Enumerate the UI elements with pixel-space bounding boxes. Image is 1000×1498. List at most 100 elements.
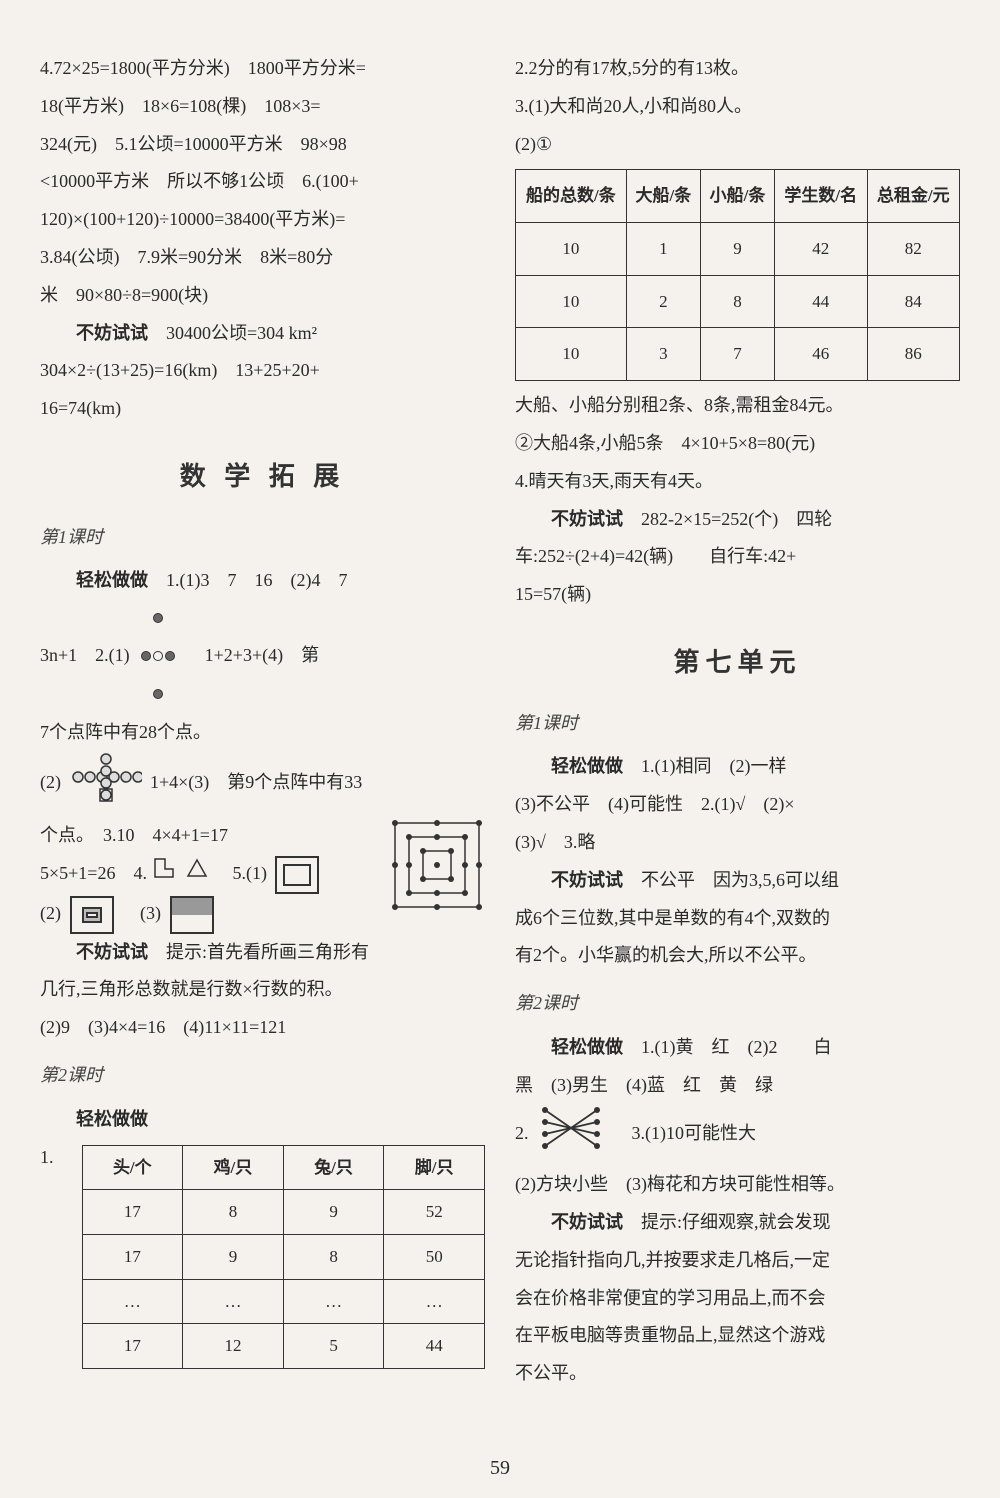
cell: 10 [516,328,627,381]
text-line: 4.72×25=1800(平方分米) 1800平方分米= [40,50,485,88]
text-line: 黑 (3)男生 (4)蓝 红 黄 绿 [515,1067,960,1105]
text-line: 不妨试试 30400公顷=304 km² [40,315,485,353]
text: 5×5+1=26 4. [40,863,147,883]
text-line: 4.晴天有3天,雨天有4天。 [515,463,960,501]
text-line: <10000平方米 所以不够1公顷 6.(100+ [40,163,485,201]
label-easy: 轻松做做 [551,756,623,776]
cell: 82 [867,223,960,276]
table-header: 头/个 [82,1145,183,1190]
left-column: 4.72×25=1800(平方分米) 1800平方分米= 18(平方米) 18×… [40,50,485,1393]
text: 282-2×15=252(个) 四轮 [623,509,832,529]
label-easy: 轻松做做 [76,570,148,590]
text: 1+2+3+(4) 第 [187,645,319,665]
cell: … [384,1279,485,1324]
text-line: 有2个。小华赢的机会大,所以不公平。 [515,937,960,975]
table-row: ………… [82,1279,485,1324]
cell: 17 [82,1234,183,1279]
table-header-row: 头/个 鸡/只 兔/只 脚/只 [82,1145,485,1190]
cross-pattern-icon [70,751,142,817]
text: (3) [122,903,161,923]
text: 提示:仔细观察,就会发现 [623,1212,831,1232]
table-row: 1712544 [82,1324,485,1369]
lesson-heading: 第2课时 [40,1057,485,1095]
cell: … [82,1279,183,1324]
section-title-unit7: 第七单元 [515,636,960,691]
text-line: 轻松做做 1.(1)相同 (2)一样 [515,748,960,786]
table-header: 总租金/元 [867,170,960,223]
text-line: 2.2分的有17枚,5分的有13枚。 [515,50,960,88]
text-line: 不妨试试 提示:仔细观察,就会发现 [515,1204,960,1242]
square-ring-icon [275,856,319,894]
text-line: 轻松做做 1.(1)3 7 16 (2)4 7 [40,562,485,600]
cell: 7 [700,328,774,381]
cell: 9 [700,223,774,276]
cell: 52 [384,1190,485,1235]
table-header: 大船/条 [626,170,700,223]
text-line: ②大船4条,小船5条 4×10+5×8=80(元) [515,425,960,463]
lesson-heading: 第1课时 [515,705,960,743]
text-line: 2. 3.(1)10可能性大 [515,1104,960,1166]
table-row: 10194282 [516,223,960,276]
table-header: 小船/条 [700,170,774,223]
text-line: 120)×(100+120)÷10000=38400(平方米)= [40,201,485,239]
table-header-row: 船的总数/条 大船/条 小船/条 学生数/名 总租金/元 [516,170,960,223]
cell: 50 [384,1234,485,1279]
cell: … [283,1279,384,1324]
table-row: 10284484 [516,275,960,328]
cell: 9 [183,1234,284,1279]
text-line: 大船、小船分别租2条、8条,需租金84元。 [515,387,960,425]
text-line: (2)方块小些 (3)梅花和方块可能性相等。 [515,1166,960,1204]
label-bufang: 不妨试试 [76,942,148,962]
text-line: 3n+1 2.(1) 1+2+3+(4) 第 [40,600,485,713]
text: 不公平 因为3,5,6可以组 [623,870,839,890]
text-line: 成6个三位数,其中是单数的有4个,双数的 [515,900,960,938]
cell: 8 [183,1190,284,1235]
text-line: 无论指针指向几,并按要求走几格后,一定 [515,1242,960,1280]
triangle-icon [184,856,210,894]
text: 个点。 3.10 4×4+1=17 [40,825,228,845]
cell: … [183,1279,284,1324]
text-line: 几行,三角形总数就是行数×行数的积。 [40,971,485,1009]
text-line: 个点。 3.10 4×4+1=17 [40,817,485,855]
text-line: 车:252÷(2+4)=42(辆) 自行车:42+ [515,538,960,576]
page-root: 4.72×25=1800(平方分米) 1800平方分米= 18(平方米) 18×… [40,50,960,1393]
cell: 10 [516,275,627,328]
section-title-math: 数 学 拓 展 [40,450,485,505]
text: 3n+1 2.(1) [40,645,130,665]
text-line: 16=74(km) [40,390,485,428]
chicken-rabbit-table: 头/个 鸡/只 兔/只 脚/只 178952 179850 ………… 17125… [82,1145,486,1369]
text-line: 轻松做做 1.(1)黄 红 (2)2 白 [515,1029,960,1067]
text-line: 18(平方米) 18×6=108(棵) 108×3= [40,88,485,126]
label-bufang: 不妨试试 [551,1212,623,1232]
table-header: 学生数/名 [775,170,867,223]
list-number: 1. [40,1139,54,1177]
text-line: 324(元) 5.1公顷=10000平方米 98×98 [40,126,485,164]
text: 3.(1)10可能性大 [614,1124,757,1144]
cell: 8 [700,275,774,328]
cell: 42 [775,223,867,276]
text-line: (2) 1+4×(3) 第9个点阵中有33 [40,751,485,817]
text: 30400公顷=304 km² [148,323,317,343]
text: 1.(1)黄 红 (2)2 白 [623,1037,831,1057]
table-header: 脚/只 [384,1145,485,1190]
table-header: 鸡/只 [183,1145,284,1190]
text-line: (2)① [515,126,960,164]
text: 1+4×(3) 第9个点阵中有33 [150,772,362,792]
right-column: 2.2分的有17枚,5分的有13枚。 3.(1)大和尚20人,小和尚80人。 (… [515,50,960,1393]
cell: 12 [183,1324,284,1369]
text: 提示:首先看所画三角形有 [148,942,369,962]
label-easy: 轻松做做 [551,1037,623,1057]
text-line: 3.84(公顷) 7.9米=90分米 8米=80分 [40,239,485,277]
table-header: 兔/只 [283,1145,384,1190]
text-line: (3)√ 3.略 [515,824,960,862]
text-line: 不公平。 [515,1355,960,1393]
cell: 5 [283,1324,384,1369]
text-line: 不妨试试 提示:首先看所画三角形有 [40,934,485,972]
text: (2) [40,772,61,792]
lesson-heading: 第1课时 [40,519,485,557]
cell: 84 [867,275,960,328]
text-line: 3.(1)大和尚20人,小和尚80人。 [515,88,960,126]
cell: 2 [626,275,700,328]
cell: 8 [283,1234,384,1279]
cell: 3 [626,328,700,381]
